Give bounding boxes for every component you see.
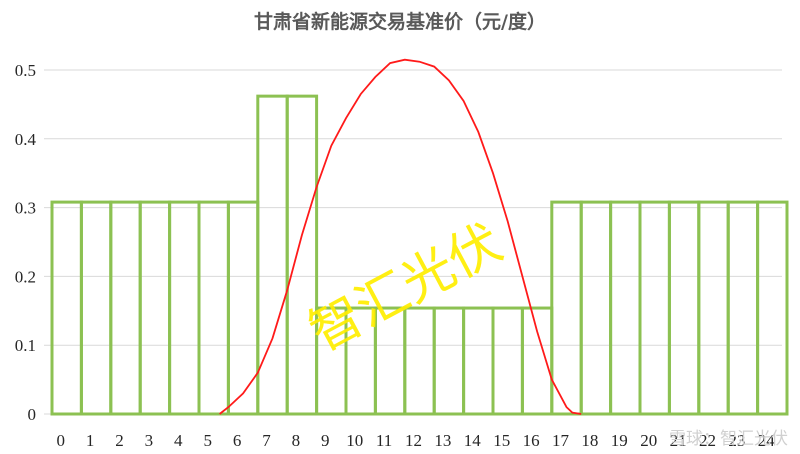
- x-tick-label: 21: [670, 431, 687, 450]
- x-tick-label: 17: [552, 431, 570, 450]
- x-tick-label: 1: [86, 431, 95, 450]
- bar: [609, 200, 642, 416]
- bar: [197, 200, 230, 416]
- x-tick-label: 2: [115, 431, 124, 450]
- bar: [138, 200, 172, 416]
- y-tick-label: 0.3: [15, 199, 36, 218]
- y-tick-label: 0.4: [15, 130, 37, 149]
- x-tick-label: 3: [145, 431, 154, 450]
- overlay-curve-line: [219, 58, 582, 415]
- x-tick-label: 0: [56, 431, 65, 450]
- x-axis-ticks: 0 1 2 3 4 5 6 7 8 9 10 11 12 13 14 15 16 17 18 19 20 21 22 23 24: [56, 431, 775, 450]
- bar: [285, 94, 319, 416]
- bar: [491, 306, 524, 416]
- y-axis-ticks: 0 0.1 0.2 0.3 0.4 0.5: [15, 61, 37, 424]
- x-tick-label: 8: [292, 431, 301, 450]
- y-tick-label: 0.1: [15, 336, 36, 355]
- bar: [579, 200, 613, 416]
- y-tick-label: 0: [28, 405, 37, 424]
- bar: [638, 200, 671, 416]
- bar: [697, 200, 730, 416]
- bars: [50, 94, 789, 416]
- y-tick-label: 0.5: [15, 61, 36, 80]
- bar: [403, 306, 436, 416]
- bar: [432, 306, 466, 416]
- x-tick-label: 4: [174, 431, 183, 450]
- x-tick-label: 13: [434, 431, 451, 450]
- bar: [79, 200, 113, 416]
- x-tick-label: 5: [203, 431, 212, 450]
- x-tick-label: 6: [233, 431, 242, 450]
- x-tick-label: 10: [346, 431, 363, 450]
- x-tick-label: 18: [581, 431, 598, 450]
- watermark-credit: 雪球：智汇光伏: [669, 429, 788, 449]
- x-tick-label: 24: [758, 431, 776, 450]
- bar: [726, 200, 760, 416]
- bar: [520, 306, 554, 416]
- bar: [168, 200, 201, 416]
- chart-title: 甘肃省新能源交易基准价（元/度）: [254, 10, 546, 33]
- bar: [109, 200, 142, 416]
- x-tick-label: 15: [493, 431, 510, 450]
- x-tick-label: 14: [464, 431, 482, 450]
- x-tick-label: 16: [523, 431, 540, 450]
- bar: [550, 200, 583, 416]
- x-tick-label: 20: [640, 431, 657, 450]
- x-tick-label: 22: [699, 431, 716, 450]
- bar: [462, 306, 495, 416]
- bar: [756, 200, 789, 416]
- bar: [667, 200, 701, 416]
- bar: [50, 200, 83, 416]
- x-tick-label: 9: [321, 431, 330, 450]
- x-tick-label: 12: [405, 431, 422, 450]
- gridlines: [44, 69, 782, 415]
- overlay-curve: [219, 58, 582, 415]
- x-tick-label: 11: [376, 431, 392, 450]
- x-tick-label: 19: [611, 431, 628, 450]
- x-tick-label: 23: [728, 431, 745, 450]
- x-tick-label: 7: [262, 431, 271, 450]
- bar: [226, 200, 260, 416]
- y-tick-label: 0.2: [15, 267, 36, 286]
- bar: [256, 94, 289, 416]
